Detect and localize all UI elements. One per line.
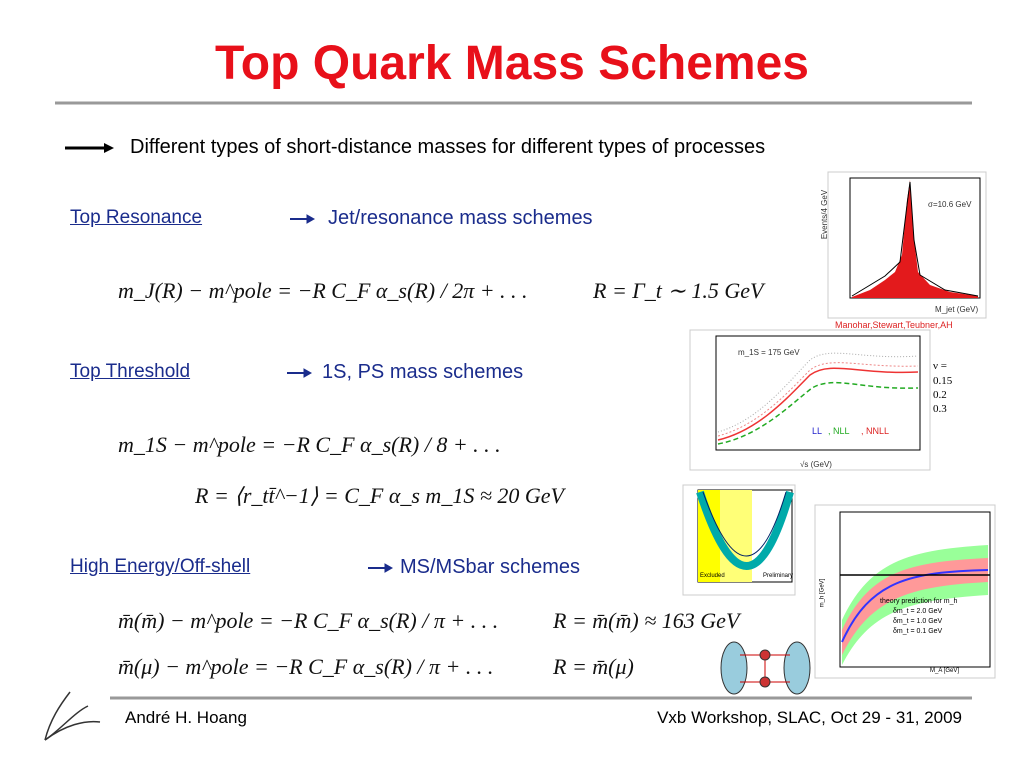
- y-label: Events/4 GeV: [820, 189, 830, 240]
- equation: R = ⟨r_tt̄^−1⟩ = C_F α_s m_1S ≈ 20 GeV: [195, 483, 564, 508]
- section-link[interactable]: High Energy/Off-shell: [70, 556, 251, 577]
- legend-entry: δm_t = 2.0 GeV: [893, 608, 943, 615]
- nu-value: 0.15: [933, 375, 953, 387]
- equation: R = m̄(m̄) ≈ 163 GeV: [553, 608, 740, 633]
- footer-event: Vxb Workshop, SLAC, Oct 29 - 31, 2009: [657, 708, 962, 727]
- equation: m_1S − m^pole = −R C_F α_s(R) / 8 + . . …: [118, 432, 501, 457]
- plot-note: Preliminary: [763, 573, 794, 579]
- y-label: m_h [GeV]: [819, 578, 826, 608]
- scheme: Jet/resonance mass schemes: [328, 207, 593, 229]
- legend-title: theory prediction for m_h: [880, 598, 958, 605]
- order: , NLL: [828, 426, 850, 436]
- section-link[interactable]: Top Threshold: [70, 361, 191, 382]
- logo: [44, 691, 101, 741]
- nu-value: 0.2: [933, 389, 947, 401]
- x-label: M_jet (GeV): [935, 305, 979, 314]
- scheme: MS/MSbar schemes: [400, 556, 581, 578]
- legend-entry: δm_t = 0.1 GeV: [893, 628, 943, 635]
- fit-plot: [682, 484, 796, 596]
- higgs-plot: [814, 504, 996, 679]
- section-link[interactable]: Top Resonance: [70, 207, 203, 228]
- x-label: √s (GeV): [800, 460, 832, 469]
- equation: m̄(m̄) − m^pole = −R C_F α_s(R) / π + . …: [118, 608, 499, 633]
- plot-note: σ=10.6 GeV: [928, 200, 972, 209]
- scheme-arrows: [287, 214, 394, 573]
- title: Top Quark Mass Schemes: [215, 37, 809, 90]
- plot-note: Excluded: [700, 573, 725, 579]
- equation: m_J(R) − m^pole = −R C_F α_s(R) / 2π + .…: [118, 278, 528, 303]
- order: LL: [812, 426, 823, 436]
- x-label: M_A [GeV]: [930, 668, 960, 674]
- threshold-plot: [689, 329, 931, 471]
- caption: Manohar,Stewart,Teubner,AH: [835, 320, 953, 330]
- legend-entry: δm_t = 1.0 GeV: [893, 618, 943, 625]
- feynman-diagram: [720, 641, 811, 695]
- equation: m̄(μ) − m^pole = −R C_F α_s(R) / π + . .…: [118, 654, 494, 679]
- nu-value: 0.3: [933, 403, 947, 415]
- bullet-arrowhead: [104, 143, 114, 153]
- plot-label: m_1S = 175 GeV: [738, 348, 800, 357]
- order: , NNLL: [861, 426, 890, 436]
- bullet: Different types of short-distance masses…: [130, 136, 766, 158]
- footer-author: André H. Hoang: [125, 708, 247, 727]
- resonance-plot: [827, 171, 987, 319]
- scheme: 1S, PS mass schemes: [322, 361, 524, 383]
- nu-label: ν =: [933, 360, 947, 372]
- equation: R = Γ_t ∼ 1.5 GeV: [593, 278, 764, 303]
- equation: R = m̄(μ): [553, 654, 634, 679]
